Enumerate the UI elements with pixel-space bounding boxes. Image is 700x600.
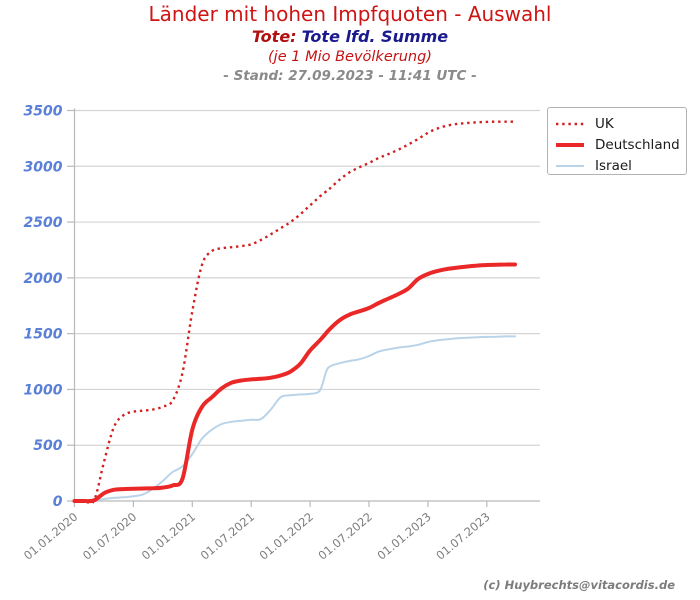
y-tick-label: 3000 — [24, 159, 63, 175]
x-tick-label: 01.01.2020 — [21, 510, 80, 563]
x-tick-label: 01.01.2021 — [139, 510, 198, 563]
chart-header: Länder mit hohen Impfquoten - Auswahl To… — [0, 0, 700, 86]
legend-line-uk — [556, 122, 584, 125]
x-tick-label: 01.07.2022 — [315, 510, 374, 563]
y-tick-label: 2500 — [24, 215, 63, 231]
y-tick-label: 1500 — [24, 327, 63, 343]
x-tick-label: 01.07.2023 — [433, 510, 492, 563]
x-tick-label: 01.07.2020 — [80, 510, 139, 563]
legend-label-uk: UK — [595, 115, 614, 132]
chart-subtitle: Tote: Tote lfd. Summe — [0, 26, 700, 47]
series-line-israel — [73, 335, 516, 503]
series-line-deutschland — [72, 262, 517, 504]
copyright-credit: (c) Huybrechts@vitacordis.de — [483, 578, 675, 592]
legend-item-israel: Israel — [555, 155, 686, 176]
x-tick-label: 01.01.2023 — [374, 510, 433, 563]
x-tick-label: 01.01.2022 — [257, 510, 316, 563]
legend-item-uk: UK — [555, 113, 686, 134]
x-tick-label: 01.07.2021 — [198, 510, 257, 563]
subtitle-metric-value: Tote lfd. Summe — [301, 27, 449, 46]
subtitle-metric-label: Tote: — [251, 27, 297, 46]
legend-item-deutschland: Deutschland — [555, 134, 686, 155]
legend-line-israel — [556, 164, 584, 167]
legend-box: UK Deutschland Israel — [547, 107, 687, 175]
y-tick-label: 3500 — [24, 104, 63, 120]
chart-status-line: - Stand: 27.09.2023 - 11:41 UTC - — [223, 68, 477, 84]
chart-unit-note: (je 1 Mio Bevölkerung) — [268, 49, 432, 65]
y-tick-label: 0 — [53, 494, 63, 510]
y-tick-label: 500 — [33, 438, 62, 454]
legend-label-israel: Israel — [595, 157, 632, 174]
chart-title: Länder mit hohen Impfquoten - Auswahl — [148, 2, 552, 26]
y-tick-label: 2000 — [24, 271, 63, 287]
y-tick-label: 1000 — [24, 382, 63, 398]
series-line-uk — [74, 120, 515, 505]
legend-label-deutschland: Deutschland — [595, 136, 680, 153]
legend-line-deutschland — [556, 142, 584, 147]
